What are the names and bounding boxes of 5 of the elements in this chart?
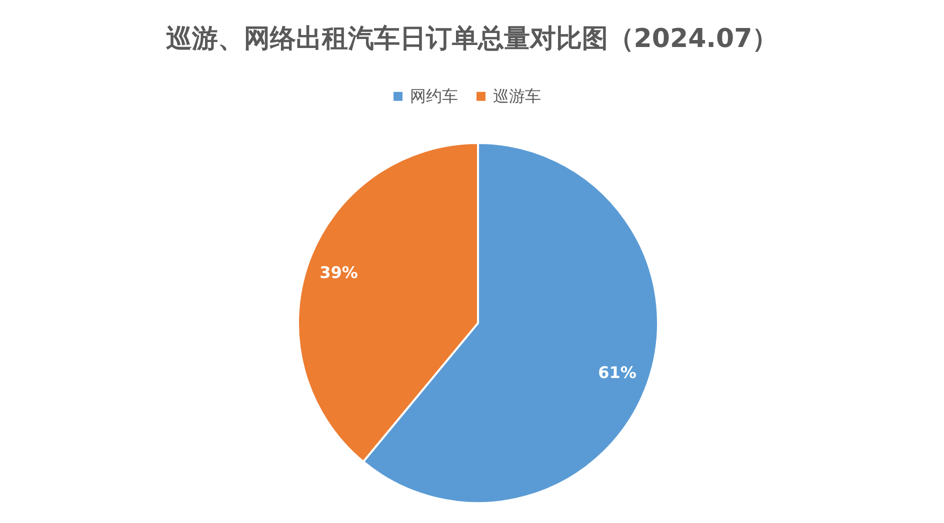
legend-label: 巡游车	[493, 86, 541, 106]
data-label: 61%	[598, 363, 636, 382]
legend-label: 网约车	[410, 86, 458, 106]
data-label: 39%	[320, 262, 358, 282]
chart-title: 巡游、网络出租汽车日订单总量对比图（2024.07）	[166, 24, 778, 54]
